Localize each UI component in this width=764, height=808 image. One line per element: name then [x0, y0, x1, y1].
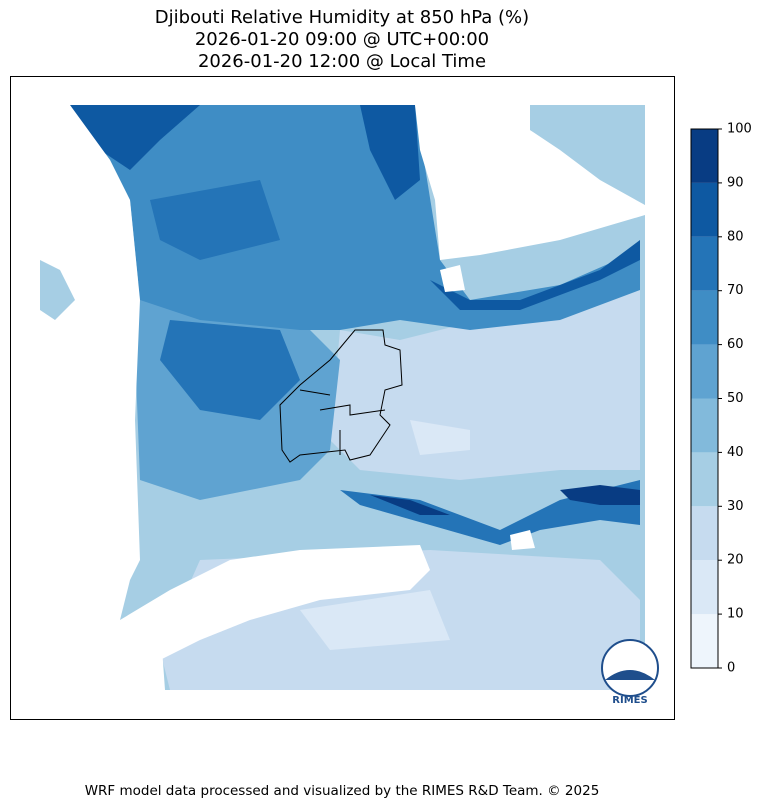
no-data [415, 105, 645, 260]
colorbar-band [691, 290, 718, 345]
field-lighter [300, 590, 450, 650]
no-data [40, 105, 140, 620]
title-line: 2026-01-20 12:00 @ Local Time [198, 51, 486, 72]
field-darker [150, 180, 300, 420]
colorbar-band [691, 452, 718, 507]
no-data [40, 545, 430, 690]
title-line: Djibouti Relative Humidity at 850 hPa (%… [155, 7, 529, 28]
field-light [330, 290, 640, 480]
colorbar-tick-label: 10 [727, 607, 744, 622]
colorbar-band [691, 344, 718, 399]
footer: WRF model data processed and visualized … [85, 783, 600, 799]
field-lighter [410, 420, 470, 455]
colorbar-tick-label: 60 [727, 337, 744, 352]
colorbar-band [691, 129, 718, 183]
colorbar-band [691, 560, 718, 615]
logo-text: RIMES [612, 695, 647, 706]
band-darkest [370, 485, 640, 515]
colorbar-tick-label: 30 [727, 499, 744, 514]
map-frame [10, 76, 675, 720]
logo-ring [601, 639, 659, 697]
colorbar-tick-label: 0 [727, 661, 735, 676]
band-dark [340, 480, 640, 545]
title-line: 2026-01-20 09:00 @ UTC+00:00 [195, 29, 489, 50]
map: RIMES [10, 76, 675, 720]
colorbar-tick-label: 40 [727, 445, 744, 460]
colorbar-tick-label: 50 [727, 391, 744, 406]
colorbar-band [691, 398, 718, 453]
field-darkest [70, 105, 640, 310]
colorbar-tick-label: 70 [727, 283, 744, 298]
colorbar-band [691, 614, 718, 668]
colorbar-band [691, 236, 718, 291]
field-dark [70, 105, 640, 330]
colorbar-tick-label: 20 [727, 553, 744, 568]
field-base [530, 105, 645, 205]
logo: RIMES [601, 639, 659, 706]
logo-wave [605, 670, 655, 680]
colorbar-band [691, 506, 718, 561]
colorbar-tick-label: 80 [727, 229, 744, 244]
colorbar-tick-label: 90 [727, 175, 744, 190]
colorbar: 0 10 20 30 40 50 60 70 80 90 100 [690, 122, 752, 676]
country-border [279, 329, 403, 463]
field-base [40, 260, 75, 320]
colorbar-tick-label: 100 [727, 122, 752, 137]
colorbar-band [691, 182, 718, 237]
